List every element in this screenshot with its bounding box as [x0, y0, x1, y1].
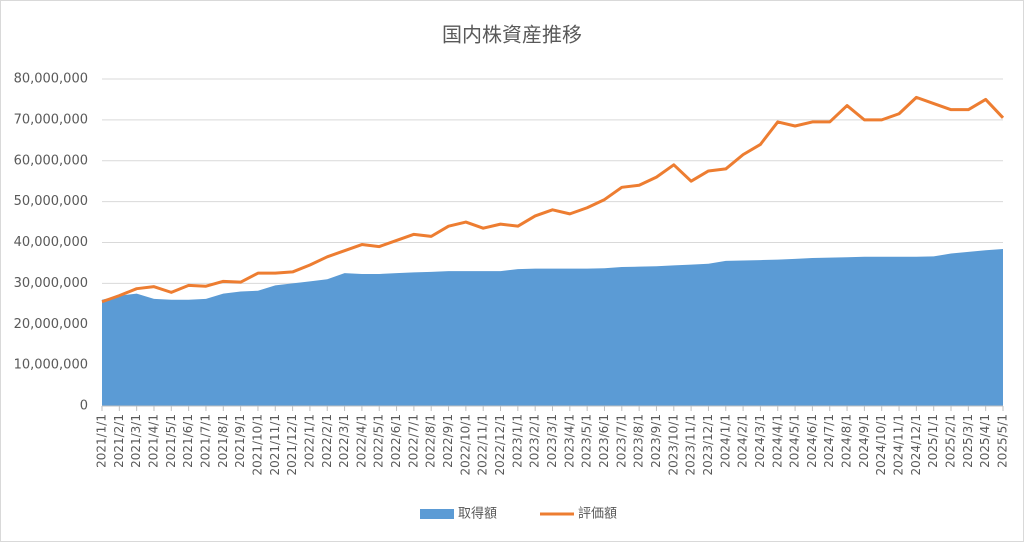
- x-tick-label: 2022/2/1: [320, 414, 334, 468]
- x-tick-label: 2022/7/1: [406, 414, 420, 468]
- x-tick-label: 2024/10/1: [874, 414, 888, 476]
- x-tick-label: 2024/11/1: [892, 414, 906, 476]
- y-tick-label: 70,000,000: [14, 112, 88, 127]
- x-tick-label: 2024/3/1: [753, 414, 767, 468]
- legend-swatch: [420, 509, 454, 519]
- x-tick-label: 2024/4/1: [770, 414, 784, 468]
- area: [102, 249, 1003, 406]
- x-tick-label: 2023/8/1: [632, 414, 646, 468]
- x-tick-label: 2022/1/1: [302, 414, 316, 468]
- x-tick-label: 2023/7/1: [614, 414, 628, 468]
- line: [101, 95, 1005, 304]
- x-tick-label: 2023/2/1: [528, 414, 542, 468]
- x-tick-label: 2024/8/1: [840, 414, 854, 468]
- x-tick-label: 2022/11/1: [476, 414, 490, 476]
- x-tick-label: 2021/8/1: [216, 414, 230, 468]
- y-tick-label: 60,000,000: [14, 153, 88, 168]
- y-tick-label: 80,000,000: [14, 72, 88, 87]
- x-tick-label: 2023/1/1: [510, 414, 524, 468]
- x-tick-label: 2021/11/1: [268, 414, 282, 476]
- x-tick-label: 2023/10/1: [666, 414, 680, 476]
- x-tick-label: 2021/7/1: [198, 414, 212, 468]
- x-tick-label: 2021/3/1: [129, 414, 143, 468]
- x-tick-label: 2023/6/1: [597, 414, 611, 468]
- x-tick-label: 2025/2/1: [944, 414, 958, 468]
- y-tick-label: 30,000,000: [14, 276, 88, 291]
- y-tick-label: 20,000,000: [14, 317, 88, 332]
- x-tick-label: 2024/6/1: [805, 414, 819, 468]
- x-tick-label: 2021/10/1: [250, 414, 264, 476]
- x-tick-label: 2021/2/1: [112, 414, 126, 468]
- legend: 取得額 評価額: [420, 506, 617, 522]
- y-tick-label: 50,000,000: [14, 194, 88, 209]
- x-tick-label: 2024/12/1: [909, 414, 923, 476]
- x-tick-label: 2022/10/1: [458, 414, 472, 476]
- x-tick-label: 2023/4/1: [562, 414, 576, 468]
- x-tick-label: 2021/6/1: [181, 414, 195, 468]
- x-tick-label: 2024/2/1: [736, 414, 750, 468]
- x-tick-label: 2024/9/1: [857, 414, 871, 468]
- legend-label: 評価額: [578, 507, 617, 522]
- x-tick-label: 2022/5/1: [372, 414, 386, 468]
- x-tick-label: 2022/12/1: [493, 414, 507, 476]
- x-tick-label: 2021/1/1: [95, 414, 109, 468]
- x-tick-label: 2021/5/1: [164, 414, 178, 468]
- x-tick-label: 2024/1/1: [718, 414, 732, 468]
- x-tick-label: 2024/5/1: [788, 414, 802, 468]
- chart-title: 国内株資産推移: [442, 23, 582, 47]
- x-tick-label: 2022/4/1: [354, 414, 368, 468]
- x-tick-label: 2022/9/1: [441, 414, 455, 468]
- x-tick-label: 2025/5/1: [996, 414, 1010, 468]
- legend-label: 取得額: [458, 506, 497, 522]
- x-tick-label: 2021/4/1: [146, 414, 160, 468]
- x-tick-label: 2023/5/1: [580, 414, 594, 468]
- x-tick-label: 2024/7/1: [822, 414, 836, 468]
- x-tick-label: 2021/9/1: [233, 414, 247, 468]
- y-tick-label: 10,000,000: [14, 358, 88, 373]
- y-tick-label: 40,000,000: [14, 235, 88, 250]
- y-tick-label: 0: [80, 399, 88, 414]
- x-tick-label: 2022/3/1: [337, 414, 351, 468]
- x-tick-label: 2023/9/1: [649, 414, 663, 468]
- x-tick-label: 2023/12/1: [701, 414, 715, 476]
- x-tick-label: 2021/12/1: [285, 414, 299, 476]
- x-tick-label: 2022/8/1: [424, 414, 438, 468]
- x-tick-label: 2023/11/1: [684, 414, 698, 476]
- x-tick-label: 2025/1/1: [926, 414, 940, 468]
- x-tick-label: 2023/3/1: [545, 414, 559, 468]
- x-tick-label: 2022/6/1: [389, 414, 403, 468]
- x-tick-label: 2025/4/1: [978, 414, 992, 468]
- x-tick-label: 2025/3/1: [961, 414, 975, 468]
